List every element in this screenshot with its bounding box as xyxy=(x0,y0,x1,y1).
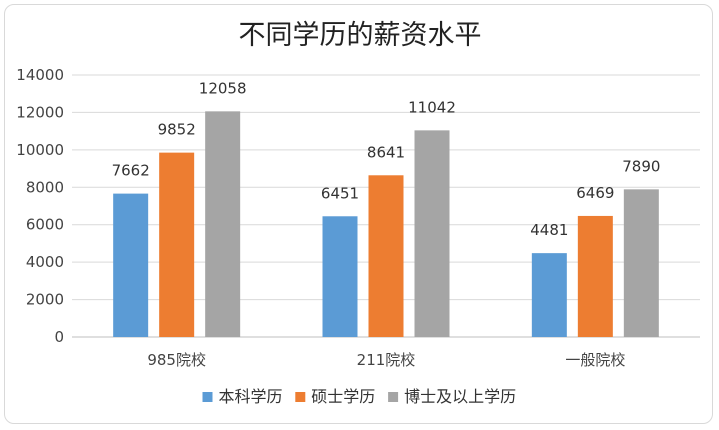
x-category-label: 985院校 xyxy=(147,351,206,369)
data-label: 6451 xyxy=(321,184,359,202)
legend-swatch xyxy=(202,392,213,402)
data-label: 11042 xyxy=(408,98,456,116)
y-tick-label: 0 xyxy=(54,328,64,346)
legend-swatch xyxy=(295,392,306,402)
legend-item: 本科学历 xyxy=(202,387,283,406)
bar xyxy=(577,215,613,337)
y-tick-label: 6000 xyxy=(26,216,64,234)
data-label: 4481 xyxy=(530,221,568,239)
data-label: 9852 xyxy=(158,121,196,139)
bar xyxy=(159,152,195,337)
y-tick-label: 2000 xyxy=(26,291,64,309)
data-label: 7662 xyxy=(112,162,150,180)
y-tick-label: 12000 xyxy=(16,103,64,121)
x-axis-categories: 985院校 211院校 一般院校 xyxy=(147,351,625,369)
bar xyxy=(531,253,567,337)
data-labels: 7662 9852 12058 6451 8641 11042 4481 6469 7890 xyxy=(112,79,661,239)
y-axis-ticks: 0 2000 4000 6000 8000 10000 12000 14000 xyxy=(16,66,64,346)
x-category-label: 211院校 xyxy=(357,351,416,369)
y-tick-label: 10000 xyxy=(16,141,64,159)
data-label: 12058 xyxy=(199,79,247,97)
bars xyxy=(113,111,659,337)
chart-title: 不同学历的薪资水平 xyxy=(239,20,482,51)
y-tick-label: 8000 xyxy=(26,178,64,196)
legend-item: 硕士学历 xyxy=(295,387,375,406)
bar xyxy=(113,193,149,337)
y-tick-label: 14000 xyxy=(16,66,64,84)
legend-label: 本科学历 xyxy=(219,387,283,406)
legend-label: 博士及以上学历 xyxy=(404,387,516,406)
bar xyxy=(205,111,241,337)
legend: 本科学历 硕士学历 博士及以上学历 xyxy=(202,387,516,406)
bar xyxy=(623,189,659,337)
legend-label: 硕士学历 xyxy=(311,387,375,406)
y-tick-label: 4000 xyxy=(26,253,64,271)
data-label: 7890 xyxy=(622,157,660,175)
legend-item: 博士及以上学历 xyxy=(388,387,516,406)
bar xyxy=(322,216,358,337)
bar xyxy=(414,130,450,337)
data-label: 8641 xyxy=(367,143,405,161)
x-category-label: 一般院校 xyxy=(565,351,625,369)
data-label: 6469 xyxy=(576,184,614,202)
legend-swatch xyxy=(388,392,399,402)
bar xyxy=(368,175,404,337)
